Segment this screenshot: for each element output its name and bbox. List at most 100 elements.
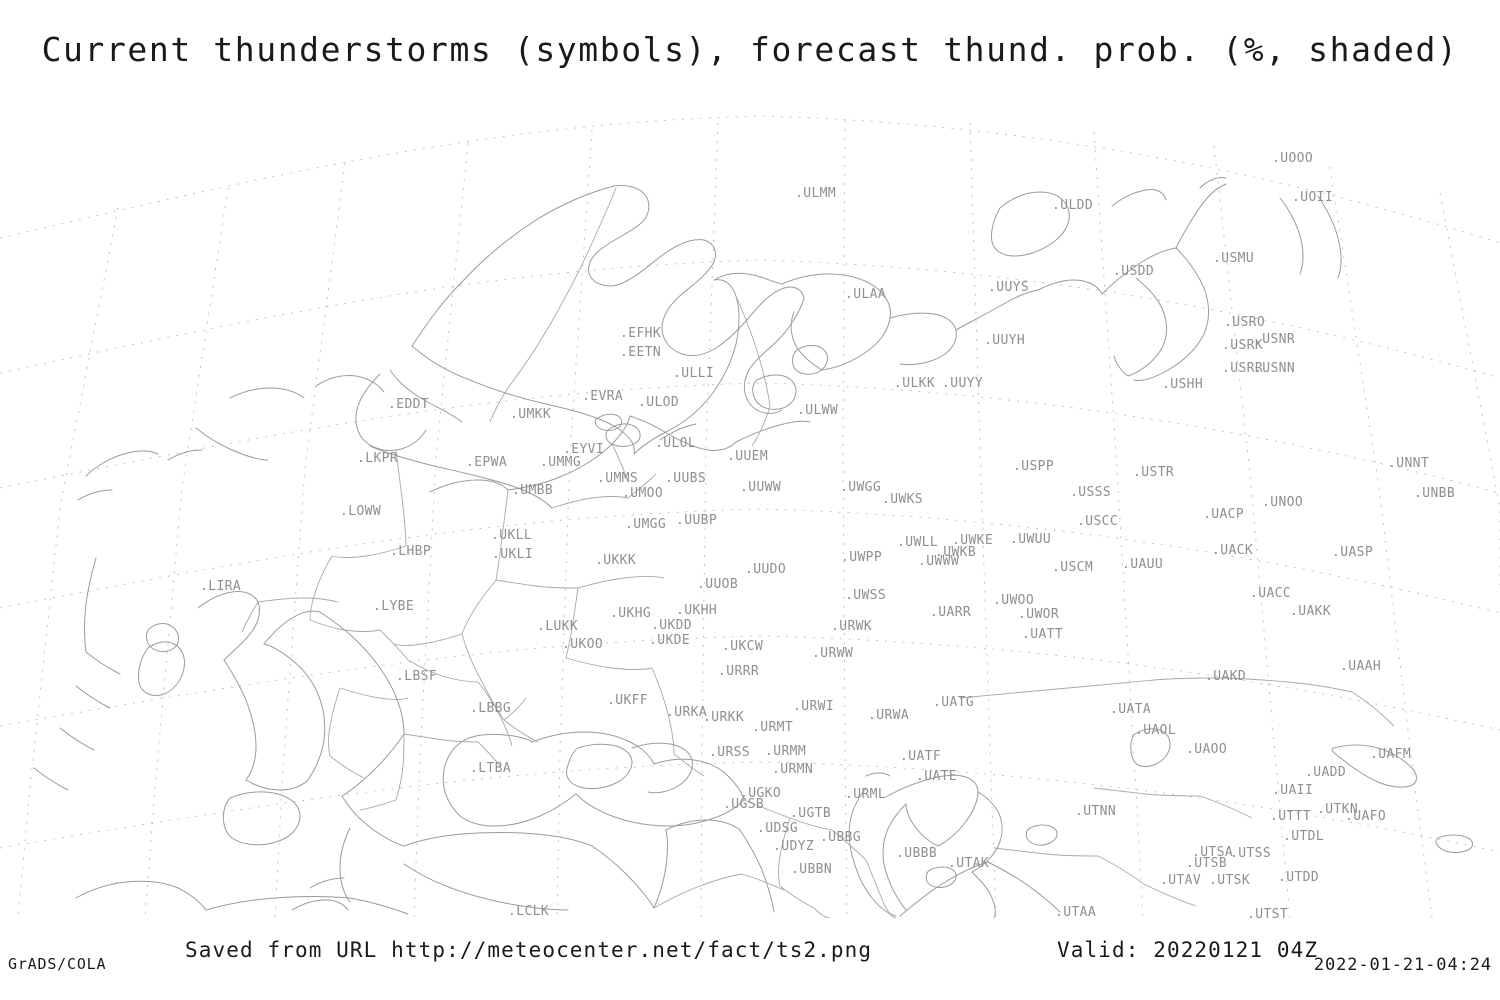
station-label-lbsf[interactable]: .LBSF	[396, 669, 438, 684]
station-label-uadd[interactable]: .UADD	[1305, 765, 1347, 780]
station-label-uata[interactable]: .UATA	[1110, 702, 1152, 717]
station-label-utaa[interactable]: .UTAA	[1055, 905, 1097, 918]
station-label-uakk[interactable]: .UAKK	[1290, 604, 1332, 619]
station-label-urmn[interactable]: .URMN	[772, 762, 814, 777]
station-label-uaah[interactable]: .UAAH	[1340, 659, 1382, 674]
station-label-lbbg[interactable]: .LBBG	[470, 701, 512, 716]
station-label-utav[interactable]: .UTAV	[1160, 873, 1202, 888]
station-label-uarr[interactable]: .UARR	[930, 605, 972, 620]
station-label-loww[interactable]: .LOWW	[340, 504, 382, 519]
station-label-uack[interactable]: .UACK	[1212, 543, 1254, 558]
station-label-usdd[interactable]: .USDD	[1113, 264, 1155, 279]
station-label-usmu[interactable]: .USMU	[1213, 251, 1255, 266]
station-label-uwss[interactable]: .UWSS	[845, 588, 887, 603]
station-label-ulaa[interactable]: .ULAA	[845, 287, 887, 302]
weather-map[interactable]: .ULMM .ULDD .UOOO .UOII .USMU .USDD .ULAA .UUYS…	[0, 88, 1500, 918]
station-label-usrk[interactable]: .USRK	[1222, 338, 1264, 353]
station-label-umkk[interactable]: .UMKK	[510, 407, 552, 422]
station-label-uasp[interactable]: .UASP	[1332, 545, 1374, 560]
station-label-urwi[interactable]: .URWI	[793, 699, 835, 714]
station-label-uwpp[interactable]: .UWPP	[841, 550, 883, 565]
station-label-urmt[interactable]: .URMT	[752, 720, 794, 735]
station-label-ushh[interactable]: .USHH	[1162, 377, 1204, 392]
station-label-ukoo[interactable]: .UKOO	[562, 637, 604, 652]
station-label-uaii[interactable]: .UAII	[1272, 783, 1314, 798]
station-label-utsb[interactable]: .UTSB	[1186, 856, 1228, 871]
station-label-uwww[interactable]: .UWWW	[918, 554, 960, 569]
station-label-uate[interactable]: .UATE	[916, 769, 958, 784]
station-label-udsg[interactable]: .UDSG	[757, 821, 799, 836]
station-label-ubbn[interactable]: .UBBN	[791, 862, 833, 877]
station-label-uooo[interactable]: .UOOO	[1272, 151, 1314, 166]
station-label-lhbp[interactable]: .LHBP	[390, 544, 432, 559]
station-label-ulkk[interactable]: .ULKK	[894, 376, 936, 391]
station-label-uacc[interactable]: .UACC	[1250, 586, 1292, 601]
station-label-unnt[interactable]: .UNNT	[1388, 456, 1430, 471]
station-label-utkn[interactable]: .UTKN	[1317, 802, 1359, 817]
station-label-ukdd[interactable]: .UKDD	[651, 618, 693, 633]
station-label-ugsb[interactable]: .UGSB	[723, 797, 765, 812]
station-label-uuww[interactable]: .UUWW	[740, 480, 782, 495]
station-label-eddt[interactable]: .EDDT	[388, 397, 430, 412]
station-label-ulww[interactable]: .ULWW	[797, 403, 839, 418]
station-label-utnn[interactable]: .UTNN	[1075, 804, 1117, 819]
station-label-uuem[interactable]: .UUEM	[727, 449, 769, 464]
station-label-uwll[interactable]: .UWLL	[897, 535, 939, 550]
station-label-lukk[interactable]: .LUKK	[537, 619, 579, 634]
station-label-ukff[interactable]: .UKFF	[607, 693, 649, 708]
station-label-lkpr[interactable]: .LKPR	[357, 451, 399, 466]
station-label-uubp[interactable]: .UUBP	[676, 513, 718, 528]
station-label-urkk[interactable]: .URKK	[703, 710, 745, 725]
station-label-unoo[interactable]: .UNOO	[1262, 495, 1304, 510]
station-label-uubs[interactable]: .UUBS	[665, 471, 707, 486]
station-label-ulmm[interactable]: .ULMM	[795, 186, 837, 201]
station-label-utsa[interactable]: .UTSA	[1192, 845, 1234, 860]
station-label-eyvi[interactable]: .EYVI	[563, 442, 605, 457]
station-label-uoii[interactable]: .UOII	[1292, 190, 1334, 205]
station-label-umbb[interactable]: .UMBB	[512, 483, 554, 498]
station-label-eetn[interactable]: .EETN	[620, 345, 662, 360]
station-label-lclk[interactable]: .LCLK	[508, 904, 550, 918]
station-label-uwoo[interactable]: .UWOO	[993, 593, 1035, 608]
station-label-uatt[interactable]: .UATT	[1022, 627, 1064, 642]
station-label-ustr[interactable]: .USTR	[1133, 465, 1175, 480]
station-label-uauu[interactable]: .UAUU	[1122, 557, 1164, 572]
station-label-usss[interactable]: .USSS	[1070, 485, 1112, 500]
station-label-uaoo[interactable]: .UAOO	[1186, 742, 1228, 757]
station-label-uudo[interactable]: .UUDO	[745, 562, 787, 577]
station-label-usnr[interactable]: .USNR	[1254, 332, 1296, 347]
station-label-usrr[interactable]: .USRR	[1222, 361, 1264, 376]
station-label-epwa[interactable]: .EPWA	[466, 455, 508, 470]
station-label-uwks[interactable]: .UWKS	[882, 492, 924, 507]
station-label-ulol[interactable]: .ULOL	[655, 436, 697, 451]
station-label-efhk[interactable]: .EFHK	[620, 326, 662, 341]
station-label-ulod[interactable]: .ULOD	[638, 395, 680, 410]
station-label-utdl[interactable]: .UTDL	[1283, 829, 1325, 844]
station-label-evra[interactable]: .EVRA	[582, 389, 624, 404]
station-label-usnn[interactable]: .USNN	[1254, 361, 1296, 376]
station-label-lira[interactable]: .LIRA	[200, 579, 242, 594]
station-label-uwor[interactable]: .UWOR	[1018, 607, 1060, 622]
station-label-ubbg[interactable]: .UBBG	[820, 830, 862, 845]
station-label-uscc[interactable]: .USCC	[1077, 514, 1119, 529]
station-label-utsk[interactable]: .UTSK	[1209, 873, 1251, 888]
station-label-ulli[interactable]: .ULLI	[673, 366, 715, 381]
station-label-ubbb[interactable]: .UBBB	[896, 846, 938, 861]
station-label-uuob[interactable]: .UUOB	[697, 577, 739, 592]
station-label-urka[interactable]: .URKA	[666, 705, 708, 720]
station-label-uuyy[interactable]: .UUYY	[942, 376, 984, 391]
station-label-urwk[interactable]: .URWK	[831, 619, 873, 634]
station-label-utak[interactable]: .UTAK	[948, 856, 990, 871]
station-label-umoo[interactable]: .UMOO	[622, 486, 664, 501]
station-label-ukli[interactable]: .UKLI	[492, 547, 534, 562]
station-label-uwkb[interactable]: .UWKB	[935, 545, 977, 560]
station-label-uafm[interactable]: .UAFM	[1370, 747, 1412, 762]
station-label-uldd[interactable]: .ULDD	[1052, 198, 1094, 213]
station-label-utss[interactable]: .UTSS	[1230, 846, 1272, 861]
station-label-ltba[interactable]: .LTBA	[470, 761, 512, 776]
station-label-ukkk[interactable]: .UKKK	[595, 553, 637, 568]
station-label-uuys[interactable]: .UUYS	[988, 280, 1030, 295]
station-label-uscm[interactable]: .USCM	[1052, 560, 1094, 575]
station-label-urrr[interactable]: .URRR	[718, 664, 760, 679]
station-label-lybe[interactable]: .LYBE	[373, 599, 415, 614]
